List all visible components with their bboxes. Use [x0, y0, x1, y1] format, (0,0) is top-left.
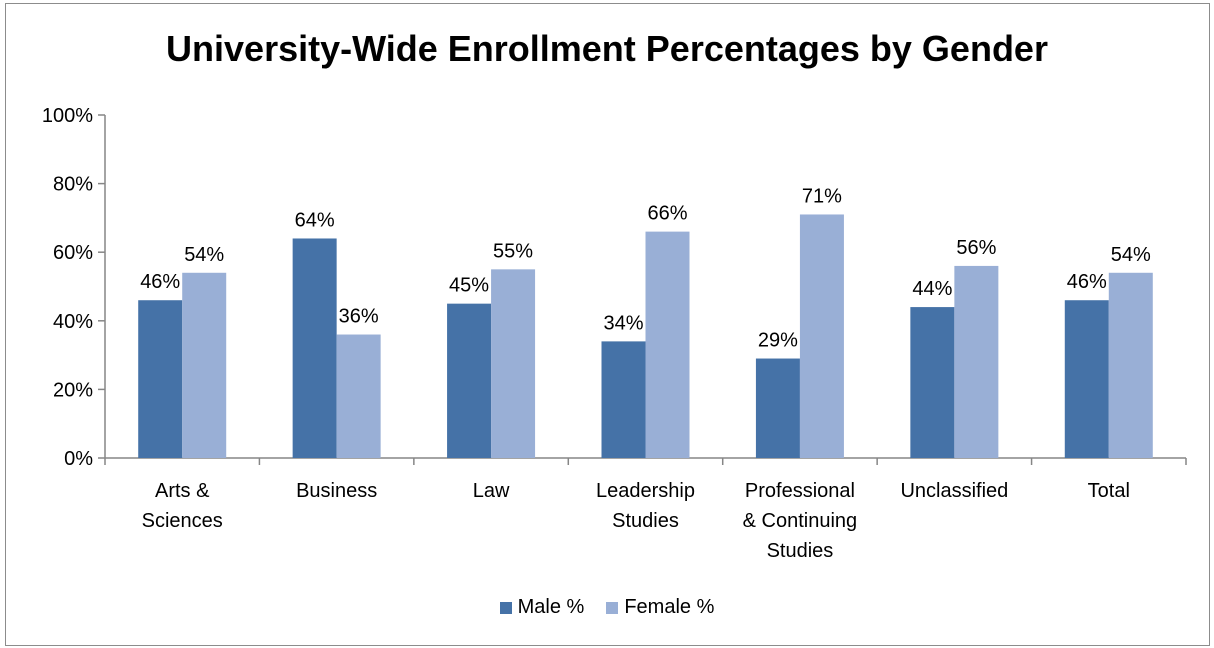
y-tick-label: 0%	[64, 448, 93, 470]
y-tick-label: 40%	[53, 311, 93, 333]
x-tick-label-line: Leadership	[596, 480, 695, 502]
y-tick-label: 80%	[53, 174, 93, 196]
legend-swatch-male	[499, 601, 512, 614]
bar-male	[138, 300, 183, 458]
x-tick-label-line: Studies	[767, 540, 834, 562]
legend: Male % Female %	[0, 596, 1214, 619]
legend-item-female: Female %	[606, 596, 714, 619]
bar-male	[292, 238, 337, 458]
data-label: 44%	[912, 278, 952, 300]
x-tick-label-line: Arts &	[155, 480, 210, 502]
data-label: 66%	[647, 203, 687, 225]
data-label: 45%	[449, 275, 489, 297]
x-tick-label: Law	[473, 480, 510, 502]
legend-item-male: Male %	[499, 596, 585, 619]
legend-label-male: Male %	[517, 596, 585, 618]
x-tick-label: Professional & Continuing Studies	[743, 480, 858, 562]
x-tick-label: Leadership Studies	[596, 480, 695, 532]
bar-female	[1108, 272, 1153, 458]
data-label: 64%	[295, 209, 335, 231]
y-tick-label: 60%	[53, 242, 93, 264]
data-label: 56%	[956, 237, 996, 259]
bar-male	[910, 307, 955, 458]
bar-female	[182, 272, 227, 458]
x-tick-label-line: Studies	[612, 510, 679, 532]
bar-female	[645, 231, 690, 458]
data-label: 54%	[1111, 244, 1151, 266]
x-tick-label-line: Unclassified	[900, 480, 1008, 502]
x-tick-label: Arts & Sciences	[142, 480, 223, 532]
bar-male	[755, 358, 800, 458]
data-label: 46%	[140, 271, 180, 293]
x-tick-label-line: Sciences	[142, 510, 223, 532]
x-tick-label-line: & Continuing	[743, 510, 858, 532]
x-tick-label-line: Professional	[745, 480, 855, 502]
bar-male	[601, 341, 646, 458]
data-label: 46%	[1067, 271, 1107, 293]
data-label: 71%	[802, 185, 842, 207]
x-tick-label-line: Business	[296, 480, 377, 502]
x-tick-label: Business	[296, 480, 377, 502]
x-tick-label: Total	[1088, 480, 1130, 502]
legend-label-female: Female %	[624, 596, 715, 618]
legend-swatch-female	[606, 601, 619, 614]
bar-female	[336, 334, 381, 458]
bar-male	[447, 303, 492, 458]
y-tick-label: 20%	[53, 379, 93, 401]
bar-male	[1064, 300, 1109, 458]
data-label: 29%	[758, 330, 798, 352]
x-tick-label-line: Law	[473, 480, 510, 502]
data-label: 54%	[184, 244, 224, 266]
bar-female	[954, 265, 999, 458]
x-tick-label: Unclassified	[900, 480, 1008, 502]
bar-female	[491, 269, 536, 458]
data-label: 36%	[339, 306, 379, 328]
y-tick-label: 100%	[42, 105, 93, 127]
data-label: 34%	[603, 312, 643, 334]
data-label: 55%	[493, 240, 533, 262]
chart-title: University-Wide Enrollment Percentages b…	[166, 28, 1048, 69]
bar-female	[799, 214, 844, 458]
x-tick-label-line: Total	[1088, 480, 1130, 502]
